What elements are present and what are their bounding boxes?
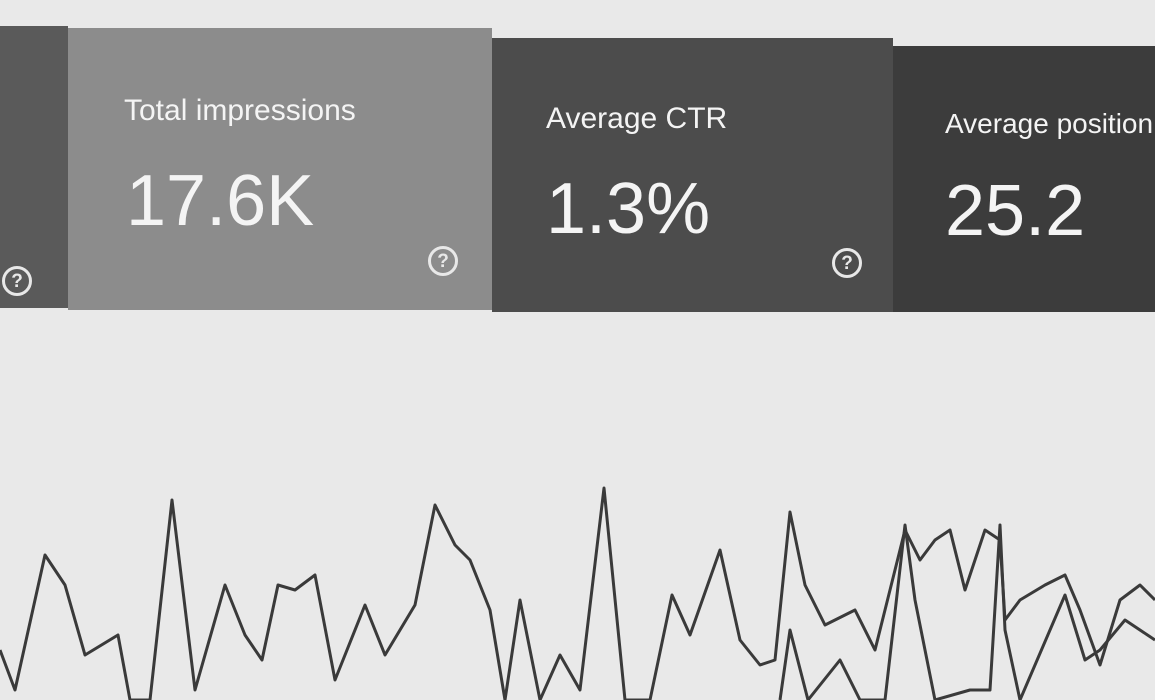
chart-line	[0, 486, 1155, 700]
help-icon[interactable]: ?	[428, 246, 458, 276]
metric-value: 1.3%	[546, 169, 711, 249]
metric-card[interactable]: Total impressions 17.6K ?	[68, 28, 492, 310]
help-icon[interactable]: ?	[2, 266, 32, 296]
metric-label: Total impressions	[124, 94, 356, 127]
metric-label: Average CTR	[546, 102, 728, 135]
metric-card[interactable]: Average position 25.2	[893, 46, 1155, 312]
metric-value: 17.6K	[126, 161, 315, 241]
metric-value: 25.2	[945, 171, 1086, 251]
metric-card[interactable]: ?	[0, 26, 68, 308]
help-icon[interactable]: ?	[832, 248, 862, 278]
chart-line	[778, 523, 1155, 700]
metric-card[interactable]: Average CTR 1.3% ?	[492, 38, 893, 312]
metric-label: Average position	[945, 108, 1154, 139]
